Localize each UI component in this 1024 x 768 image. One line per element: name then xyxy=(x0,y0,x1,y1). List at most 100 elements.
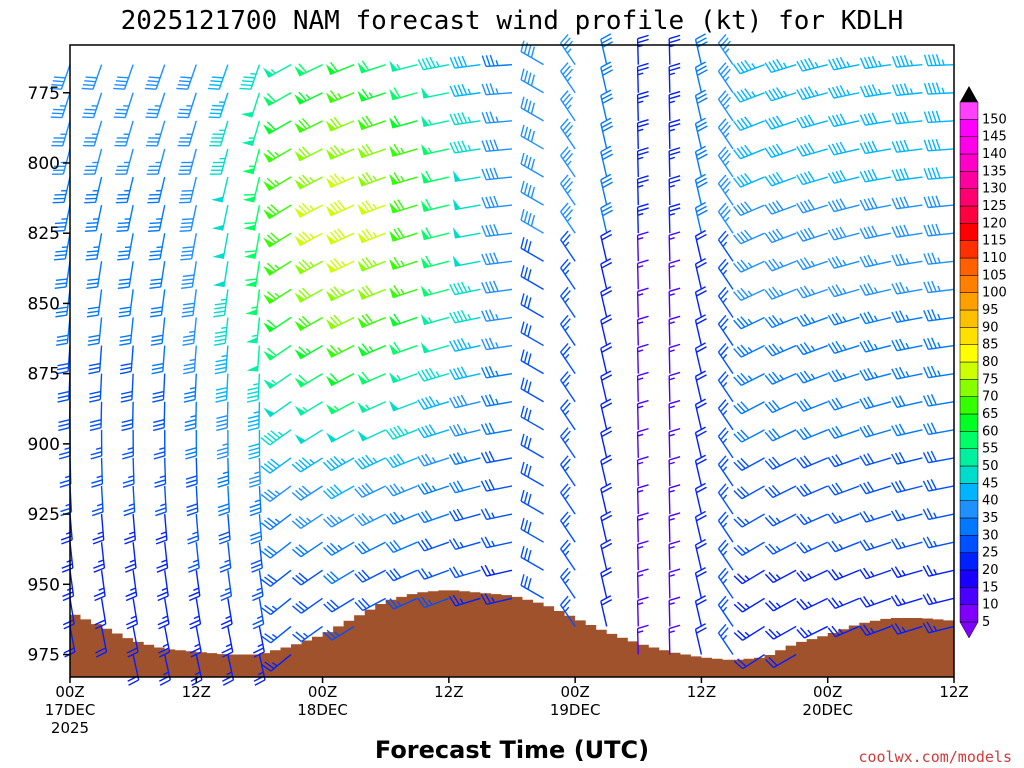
wind-barb xyxy=(733,625,765,641)
wind-barb xyxy=(828,85,860,99)
wind-barb xyxy=(668,484,681,515)
wind-barb xyxy=(923,167,955,180)
wind-barb xyxy=(250,542,263,573)
wind-barb xyxy=(417,56,449,71)
wind-barb xyxy=(323,569,355,585)
colorbar-segment xyxy=(959,569,979,588)
wind-barb xyxy=(220,598,233,630)
wind-barb xyxy=(796,342,828,356)
wind-barb xyxy=(717,567,734,599)
wind-barb xyxy=(261,625,292,644)
wind-barb xyxy=(449,423,481,437)
wind-barb xyxy=(694,370,707,402)
wind-barb xyxy=(764,58,797,74)
wind-barb xyxy=(219,542,232,573)
wind-barb xyxy=(560,399,576,431)
wind-barb xyxy=(357,115,386,131)
wind-barb xyxy=(636,427,649,458)
wind-barb xyxy=(325,61,355,75)
wind-barb xyxy=(694,145,708,178)
wind-barb xyxy=(357,200,386,215)
wind-barb xyxy=(764,456,797,470)
wind-barb xyxy=(636,62,649,93)
wind-barb xyxy=(385,539,418,554)
wind-barb xyxy=(520,489,544,515)
wind-barb xyxy=(827,397,860,411)
wind-barb xyxy=(891,423,923,437)
wind-barb xyxy=(891,338,923,352)
wind-barb xyxy=(389,341,418,355)
wind-barb xyxy=(668,343,681,374)
wind-barb xyxy=(389,143,418,157)
wind-barb xyxy=(923,195,955,209)
wind-barb xyxy=(150,289,166,318)
wind-barb xyxy=(636,259,649,290)
wind-barb xyxy=(717,623,734,655)
colorbar-segment xyxy=(959,448,979,467)
wind-barb xyxy=(796,170,828,186)
wind-barb xyxy=(93,570,106,602)
wind-barb xyxy=(733,541,765,556)
wind-barb xyxy=(600,33,614,65)
wind-barb xyxy=(668,231,681,262)
wind-barb xyxy=(59,457,72,488)
wind-barb xyxy=(116,204,134,232)
colorbar-segment xyxy=(959,205,979,224)
colorbar-tick-label: 135 xyxy=(982,164,1007,179)
wind-barb xyxy=(827,113,860,128)
colorbar-segment xyxy=(959,587,979,605)
wind-barb xyxy=(796,199,828,214)
colorbar-segment xyxy=(959,517,979,536)
wind-barb xyxy=(668,203,681,234)
wind-barb xyxy=(520,40,544,66)
wind-barb xyxy=(668,259,681,290)
wind-barb xyxy=(600,89,614,121)
wind-barb xyxy=(481,139,513,153)
wind-barb xyxy=(115,148,134,175)
wind-barb xyxy=(481,309,513,322)
wind-barb xyxy=(764,200,797,215)
wind-barb xyxy=(294,287,323,303)
colorbar-segment xyxy=(959,361,979,380)
wind-barb xyxy=(600,258,613,290)
wind-barb xyxy=(922,536,955,549)
wind-barb xyxy=(156,542,169,573)
wind-barb xyxy=(600,61,614,93)
colorbar-tick-label: 15 xyxy=(982,580,999,595)
wind-barb xyxy=(891,451,923,465)
wind-barb xyxy=(211,204,229,231)
wind-barb xyxy=(694,510,707,543)
wind-barb xyxy=(890,566,923,579)
wind-barb xyxy=(560,371,576,403)
wind-barb xyxy=(449,83,481,98)
wind-barb xyxy=(385,597,418,610)
wind-barb xyxy=(891,310,923,323)
wind-barb xyxy=(354,483,387,498)
wind-barb xyxy=(636,596,649,627)
wind-barb xyxy=(859,567,892,580)
wind-barb xyxy=(796,569,829,582)
x-tick-label: 00Z xyxy=(560,683,589,701)
wind-barb xyxy=(417,424,450,439)
wind-barb xyxy=(357,371,386,385)
wind-barb xyxy=(764,513,797,527)
wind-barb xyxy=(600,145,614,178)
wind-barb xyxy=(890,622,923,635)
wind-barb xyxy=(733,259,765,273)
wind-barb xyxy=(694,454,707,487)
wind-barb xyxy=(323,597,355,613)
wind-barb xyxy=(326,401,355,415)
wind-barb xyxy=(560,230,576,262)
wind-barb xyxy=(117,233,134,261)
wind-barb xyxy=(796,625,829,639)
wind-barb xyxy=(86,289,103,318)
wind-barb xyxy=(294,118,323,134)
colorbar-tick-label: 80 xyxy=(982,355,999,370)
wind-barb xyxy=(520,321,544,347)
colorbar-tick-label: 75 xyxy=(982,372,999,387)
wind-barb xyxy=(668,34,681,65)
wind-barb xyxy=(325,116,355,132)
wind-barb xyxy=(922,593,955,606)
wind-barb xyxy=(52,176,71,204)
colorbar-tick-label: 85 xyxy=(982,338,999,353)
